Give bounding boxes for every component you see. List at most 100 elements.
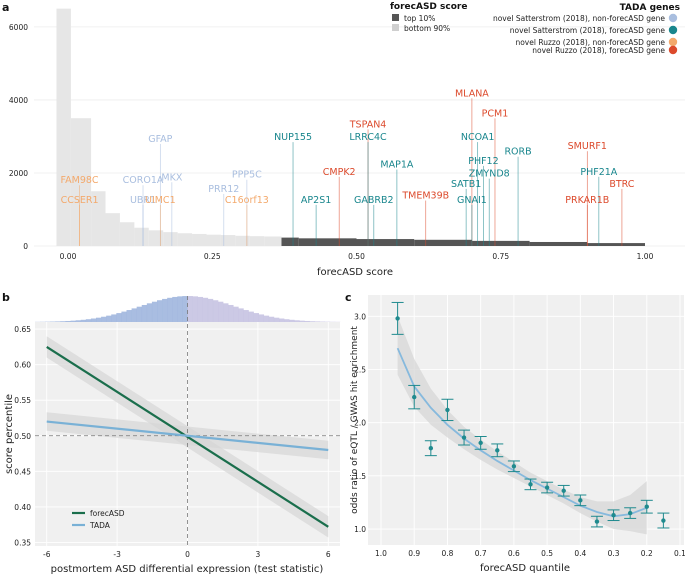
marginal-bar <box>207 298 214 322</box>
panel-b-marginal-histogram <box>35 296 341 322</box>
x-tick-label: 0.9 <box>408 549 420 558</box>
panel-a-plot-area <box>34 0 685 253</box>
legend-bottom90-label: bottom 90% <box>404 24 450 33</box>
gene-label: RORB <box>504 147 531 158</box>
x-tick-label: -6 <box>43 550 51 559</box>
marginal-bar <box>202 297 209 322</box>
marginal-bar <box>223 303 229 322</box>
marginal-bar <box>101 316 107 322</box>
marginal-bar <box>65 320 71 322</box>
marginal-bar <box>187 296 193 322</box>
x-tick-label: 0.25 <box>204 252 221 261</box>
panel-c-y-axis-title: odds ratio of eQTL / GWAS hit enrichment <box>350 326 360 514</box>
marginal-bar <box>70 320 76 322</box>
marginal-bar <box>228 304 234 322</box>
marginal-bar <box>85 319 92 322</box>
panel-b-lines <box>35 296 340 546</box>
panel-c-gridlines <box>368 295 684 545</box>
marginal-bar <box>197 296 204 322</box>
gene-label: CMPK2 <box>323 167 356 178</box>
panel-a-y-ticks: 0 2000 4000 6000 <box>9 23 28 251</box>
legend-bottom90-swatch <box>392 24 399 31</box>
y-tick-label: 6000 <box>9 23 28 32</box>
marginal-bar <box>294 320 300 322</box>
bar-bottom90 <box>235 235 250 246</box>
bar-bottom90 <box>264 236 282 246</box>
x-tick-label: 3 <box>255 550 260 559</box>
y-tick-label: 0.45 <box>14 467 31 476</box>
data-point <box>611 513 616 518</box>
marginal-bar <box>258 314 265 322</box>
gene-label: MLANA <box>455 88 489 99</box>
data-point <box>578 498 583 503</box>
y-tick-label: 0.55 <box>14 396 31 405</box>
marginal-bar <box>268 316 275 322</box>
marginal-bar <box>111 314 117 322</box>
bar-bottom90 <box>249 236 265 246</box>
panel-c-x-axis-title: forecASD quantile <box>480 563 570 574</box>
y-tick-label: 0.40 <box>14 503 31 512</box>
data-point <box>461 435 467 440</box>
marginal-bar <box>233 306 239 322</box>
panel-a-gene-labels: FAM98C CCSER1 CORO1A UBR1 GFAP MKX UIMC1 PRR12 P… <box>61 88 635 246</box>
bar-top10 <box>587 243 645 246</box>
bar-top10 <box>356 239 415 246</box>
y-tick-label: 1.0 <box>354 525 366 534</box>
data-point <box>561 488 566 493</box>
data-point <box>412 394 417 400</box>
marginal-bar <box>162 298 168 322</box>
gene-label: NCOA1 <box>461 132 495 143</box>
marginal-bar <box>167 297 173 322</box>
bar-top10 <box>414 239 472 246</box>
gene-label: MKX <box>161 172 182 183</box>
y-tick-label: 0.35 <box>14 538 31 547</box>
gene-label: CCSER1 <box>61 195 99 206</box>
legend-tada-entry-3: novel Ruzzo (2018), non-forecASD gene <box>515 38 665 47</box>
marginal-bar <box>136 306 143 322</box>
legend-score-title: forecASD score <box>390 2 467 12</box>
x-tick-label: 0.00 <box>60 252 77 261</box>
gene-label: PCM1 <box>482 108 509 119</box>
marginal-bar <box>279 318 285 322</box>
gene-label: MAP1A <box>380 159 413 170</box>
panel-a-x-ticks: 0.00 0.25 0.50 0.75 1.00 <box>60 252 654 261</box>
marginal-bar <box>126 310 132 322</box>
bar-bottom90 <box>134 227 149 246</box>
gene-label: CORO1A <box>123 175 164 186</box>
marginal-bar <box>314 321 320 322</box>
marginal-bar <box>75 320 82 322</box>
x-tick-label: 0.3 <box>608 549 620 558</box>
x-tick-label: -3 <box>113 550 121 559</box>
marginal-bar <box>238 308 244 322</box>
gene-label: AP2S1 <box>301 195 331 206</box>
gene-label: BTRC <box>609 179 634 190</box>
bar-bottom90 <box>163 232 178 246</box>
marginal-bar <box>106 315 112 322</box>
gene-label: C16orf13 <box>225 195 269 206</box>
gene-label: GFAP <box>148 134 172 145</box>
gene-label: GABRB2 <box>354 195 394 206</box>
bar-bottom90 <box>206 234 221 246</box>
panel-c-x-ticks: 1.0 0.9 0.8 0.7 0.6 0.5 0.4 0.3 0.2 0.1 <box>375 549 685 558</box>
panel-a-letter: a <box>2 1 9 14</box>
panel-b-y-axis-title: score percentile <box>4 394 15 474</box>
panel-a-x-axis-title: forecASD score <box>317 267 393 278</box>
x-tick-label: 0.75 <box>492 252 509 261</box>
x-tick-label: 0 <box>185 550 190 559</box>
y-tick-label: 0 <box>23 242 28 251</box>
data-point <box>661 518 666 523</box>
gene-label: TSPAN4 <box>349 119 387 130</box>
fit-line <box>396 347 648 518</box>
bar-bottom90 <box>177 233 193 246</box>
legend-tada-swatch-1 <box>668 13 678 23</box>
legend-forecasd-score: forecASD score top 10% bottom 90% <box>390 2 467 33</box>
x-tick-label: 0.8 <box>441 549 453 558</box>
legend-tada-swatch-3 <box>668 37 678 47</box>
bar-top10 <box>471 240 530 246</box>
marginal-bar <box>121 311 127 322</box>
bar-bottom90 <box>105 213 120 246</box>
bar-bottom90 <box>70 118 92 246</box>
legend-tada-entry-2: novel Satterstrom (2018), forecASD gene <box>510 26 666 35</box>
x-tick-label: 0.50 <box>348 252 365 261</box>
marginal-bar <box>146 303 153 322</box>
